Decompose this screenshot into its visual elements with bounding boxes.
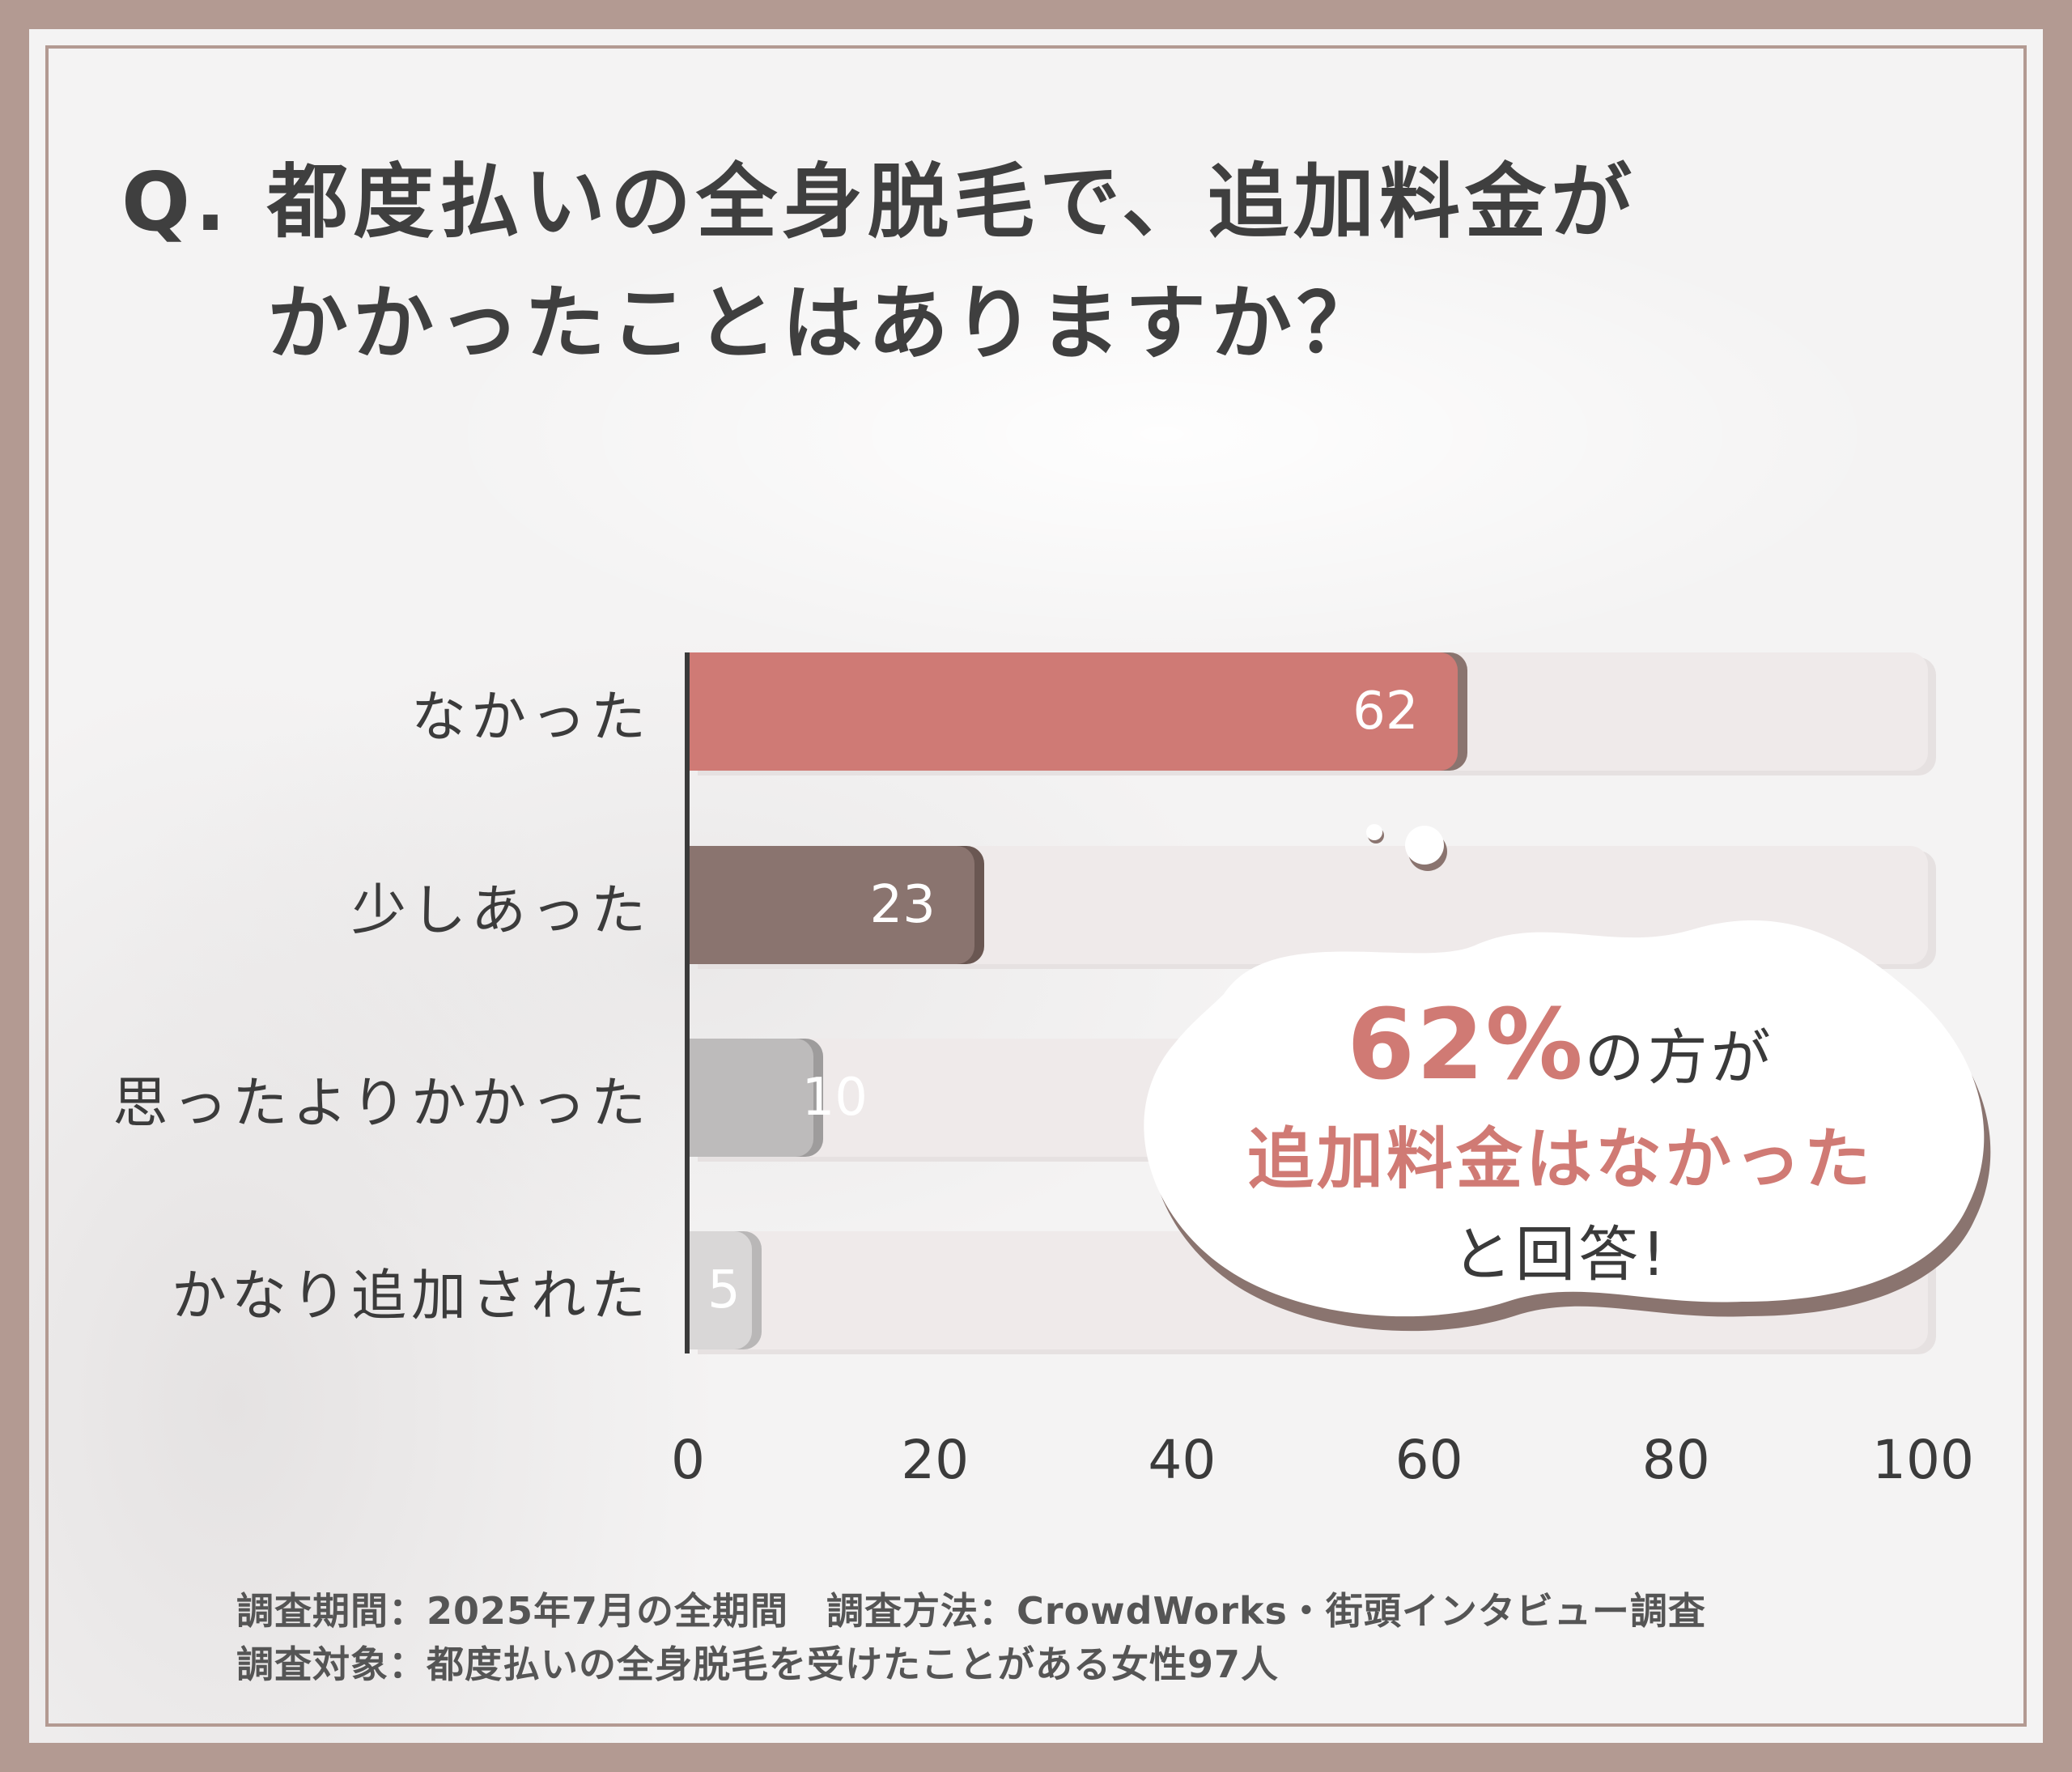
- survey-target-line: 調査対象：都度払いの全身脱毛を受けたことがある女性97人: [236, 1642, 1280, 1686]
- category-label: 思ったよりかかった: [113, 1072, 651, 1136]
- bubble-dot-small: [1366, 824, 1382, 840]
- bar: [690, 1231, 752, 1349]
- x-tick-label: 20: [901, 1429, 970, 1491]
- x-tick-label: 0: [671, 1429, 705, 1491]
- bar: [690, 846, 974, 964]
- question-title: Q. 都度払いの全身脱毛で、追加料金が かかったことはありますか？: [121, 142, 1983, 385]
- callout-line-1-suffix: の方が: [1584, 1023, 1774, 1093]
- category-label: 少しあった: [350, 879, 651, 943]
- x-tick-label: 100: [1872, 1429, 1974, 1491]
- inner-frame: [45, 45, 2027, 1727]
- x-tick-label: 40: [1148, 1429, 1216, 1491]
- category-label: かなり追加された: [171, 1264, 651, 1328]
- bar-value-label: 23: [869, 875, 936, 935]
- bar-value-label: 62: [1352, 682, 1419, 742]
- bar-value-label: 5: [707, 1260, 741, 1320]
- callout-line-3: と回答!: [1452, 1220, 1669, 1290]
- callout-percent: 62%: [1347, 989, 1585, 1102]
- bar-value-label: 10: [801, 1068, 868, 1128]
- y-axis-line: [685, 652, 690, 1353]
- callout-line-1: 62%の方が: [1127, 989, 1994, 1102]
- question-prefix: Q.: [121, 155, 231, 249]
- x-tick-label: 60: [1395, 1429, 1463, 1491]
- bubble-dot-large: [1405, 826, 1444, 865]
- x-tick-label: 80: [1641, 1429, 1710, 1491]
- question-line-2: かかったことはありますか？: [267, 276, 1382, 371]
- bar: [690, 1039, 813, 1157]
- survey-period-line: 調査期間：2025年7月の全期間 調査方法：CrowdWorks・街頭インタビュ…: [236, 1589, 1706, 1633]
- callout-line-2: 追加料金はなかった: [1246, 1121, 1874, 1198]
- bar: [690, 652, 1458, 771]
- category-label: なかった: [410, 686, 651, 750]
- question-line-1: 都度払いの全身脱毛で、追加料金が: [267, 155, 1637, 249]
- speech-bubble: [1144, 920, 1991, 1332]
